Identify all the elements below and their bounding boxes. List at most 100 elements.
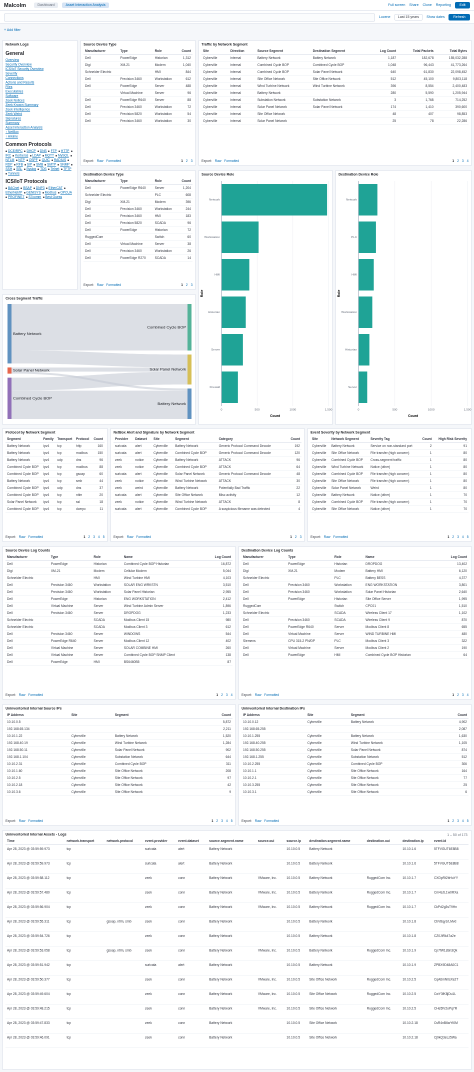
column-header[interactable]: Time (5, 838, 66, 845)
column-header[interactable]: event.id (432, 838, 469, 845)
page-link[interactable]: 3 (457, 535, 459, 540)
page-link[interactable]: 4 (97, 535, 100, 540)
export-formatted[interactable]: Formatted (224, 159, 240, 164)
nav-link[interactable]: SNMP (58, 163, 69, 167)
export-formatted[interactable]: Formatted (106, 159, 122, 164)
nav-link[interactable]: DNS (37, 150, 47, 154)
nav-link[interactable]: Zeek Intelligence (5, 108, 31, 112)
page-link[interactable]: 4 (466, 159, 469, 164)
column-header[interactable]: Count (177, 178, 193, 185)
nav-link[interactable]: ↑ NetBox (5, 130, 19, 135)
page-link[interactable]: 3 (461, 693, 464, 698)
page-link[interactable]: 5 (466, 535, 469, 540)
nav-link[interactable]: Security Overview (5, 63, 32, 67)
nav-link[interactable]: S7comm (26, 196, 41, 200)
column-header[interactable]: source.segment.name (207, 838, 257, 845)
page-link[interactable]: 3 (190, 159, 193, 164)
export-formatted[interactable]: Formatted (106, 283, 122, 288)
header-action[interactable]: Share (409, 3, 419, 8)
page-link[interactable]: 2 (216, 819, 219, 824)
nav-link[interactable]: DHCP (24, 150, 36, 154)
breadcrumb[interactable]: Dashboard (34, 2, 59, 8)
nav-link[interactable]: BSAP (21, 187, 32, 191)
column-header[interactable]: Site (69, 712, 114, 719)
page-link[interactable]: 1 (452, 693, 455, 698)
column-header[interactable]: Protocol (74, 436, 92, 443)
column-header[interactable]: High Risk Severity (433, 436, 469, 443)
nav-link[interactable]: MQTT (42, 154, 54, 158)
column-header[interactable]: destination.segment.name (307, 838, 366, 845)
column-header[interactable]: source.ip (285, 838, 308, 845)
nav-link[interactable]: Severity (5, 72, 18, 76)
column-header[interactable]: Site (305, 712, 350, 719)
column-header[interactable]: Role (153, 48, 178, 55)
page-link[interactable]: 1 (216, 693, 219, 698)
page-link[interactable]: 5 (102, 535, 105, 540)
column-header[interactable]: destination.ip (400, 838, 433, 845)
column-header[interactable]: Log Count (203, 554, 233, 561)
nav-link[interactable]: BACnet (6, 187, 19, 191)
column-header[interactable]: network.transport (65, 838, 106, 845)
nav-link[interactable]: NTP (16, 159, 25, 163)
page-link[interactable]: 2 (452, 535, 455, 540)
nav-link[interactable]: DNP3 (33, 187, 45, 191)
page-link[interactable]: 2 (457, 159, 459, 164)
column-header[interactable]: Type (118, 178, 154, 185)
nav-link[interactable]: Kerberos (13, 154, 28, 158)
nav-link[interactable]: OPCUA (58, 191, 72, 195)
page-link[interactable]: 2 (185, 159, 188, 164)
header-action[interactable]: Clone (422, 3, 432, 8)
column-header[interactable]: Count (91, 436, 105, 443)
column-header[interactable]: Segment (113, 712, 202, 719)
page-link[interactable]: 1 (290, 535, 292, 540)
nav-link[interactable]: TFTP (61, 168, 71, 172)
column-header[interactable]: Provider (113, 436, 134, 443)
nav-link[interactable]: MySQL (55, 154, 69, 158)
column-header[interactable]: Total Packets (397, 48, 436, 55)
page-link[interactable]: 1 (447, 819, 450, 824)
nav-link[interactable]: EtherCAT (46, 187, 63, 191)
page-link[interactable]: 2 (452, 819, 455, 824)
page-link[interactable]: 3 (299, 535, 302, 540)
header-action[interactable]: Edit (454, 2, 470, 9)
nav-link[interactable]: Files (5, 85, 13, 90)
export-formatted[interactable]: Formatted (136, 535, 152, 540)
page-link[interactable]: 4 (461, 819, 464, 824)
breadcrumb[interactable]: Asset Interaction Analysis (62, 2, 110, 8)
column-header[interactable]: Dataset (133, 436, 153, 443)
export-raw[interactable]: Raw (126, 535, 134, 540)
page-link[interactable]: 4 (461, 535, 464, 540)
column-header[interactable]: Type (286, 554, 333, 561)
column-header[interactable]: Segment (349, 712, 438, 719)
column-header[interactable]: Manufacturer (5, 554, 50, 561)
column-header[interactable]: Site (310, 436, 330, 443)
column-header[interactable]: Direction (228, 48, 256, 55)
nav-link[interactable]: SSH (6, 163, 74, 172)
column-header[interactable]: Source Segment (255, 48, 312, 55)
nav-link[interactable]: Tunnels (6, 172, 19, 176)
column-header[interactable]: IP Address (5, 712, 70, 719)
nav-link[interactable]: Connections (5, 76, 24, 81)
export-raw[interactable]: Raw (96, 159, 104, 164)
export-raw[interactable]: Raw (96, 283, 104, 288)
column-header[interactable]: network.protocol (105, 838, 144, 845)
column-header[interactable]: destination.oui (365, 838, 401, 845)
column-header[interactable]: Severity Tag (369, 436, 420, 443)
page-link[interactable]: 4 (466, 693, 469, 698)
nav-link[interactable]: IRC (6, 150, 74, 158)
export-formatted[interactable]: Formatted (28, 693, 44, 698)
header-action[interactable]: Full screen (388, 3, 406, 8)
column-header[interactable]: Family (41, 436, 56, 443)
nav-link[interactable]: SMTP (45, 163, 56, 167)
column-header[interactable]: Type (118, 48, 154, 55)
page-link[interactable]: 3 (457, 819, 459, 824)
nav-link[interactable]: Zeek Weird (5, 112, 23, 117)
column-header[interactable]: Category (217, 436, 287, 443)
column-header[interactable]: Total Bytes (435, 48, 469, 55)
nav-link[interactable]: Asset Interaction Analysis (5, 126, 43, 130)
nav-link[interactable]: DCE/RPC (6, 150, 23, 154)
column-header[interactable]: Manufacturer (83, 48, 119, 55)
page-link[interactable]: 3 (461, 159, 464, 164)
nav-link[interactable]: Summary (5, 121, 20, 126)
nav-link[interactable]: SSL (14, 168, 22, 172)
